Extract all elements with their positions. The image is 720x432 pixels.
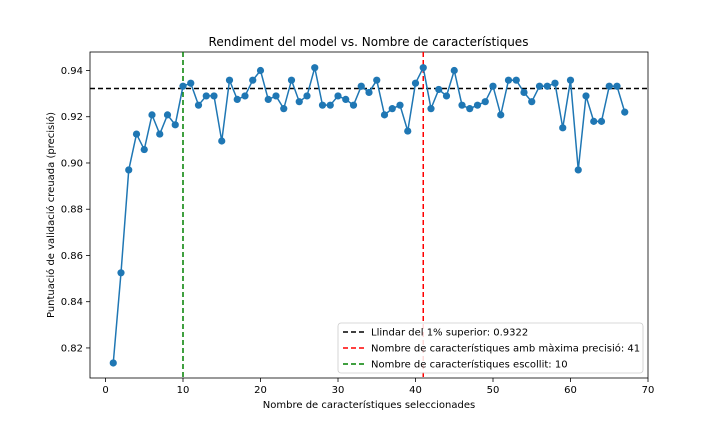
data-point	[435, 85, 443, 94]
legend-box	[337, 322, 644, 374]
legend-label: Nombre de característiques amb màxima pr…	[371, 343, 640, 355]
data-point	[109, 359, 117, 367]
data-point	[326, 101, 334, 109]
data-point	[287, 76, 296, 84]
data-point	[512, 76, 520, 84]
plot-area-frame	[89, 51, 649, 379]
series-line	[112, 65, 626, 364]
data-point	[373, 76, 381, 84]
data-point	[597, 117, 606, 125]
data-point	[303, 92, 311, 100]
data-point	[605, 82, 613, 90]
data-point	[349, 101, 358, 109]
data-point	[318, 101, 327, 109]
x-tick-label: 10	[177, 385, 190, 396]
y-tick-label: 0.86	[61, 251, 83, 262]
legend-label: Llindar del 1% superior: 0.9322	[371, 328, 528, 339]
data-point	[171, 121, 179, 129]
data-point	[225, 76, 234, 84]
data-point	[458, 101, 466, 109]
x-tick-label: 50	[487, 385, 500, 396]
data-point	[280, 105, 288, 113]
x-tick-label: 40	[409, 385, 422, 396]
data-point	[520, 88, 528, 97]
data-point	[233, 95, 241, 103]
data-point	[194, 101, 203, 109]
data-point	[179, 82, 187, 90]
data-point	[411, 79, 420, 87]
data-point	[535, 82, 544, 90]
data-point	[559, 124, 567, 132]
data-point	[427, 105, 435, 113]
data-point	[117, 269, 125, 277]
data-point	[295, 98, 303, 106]
data-point	[528, 98, 536, 106]
y-tick-label: 0.88	[61, 205, 83, 216]
x-tick-label: 20	[254, 385, 267, 396]
x-tick-label: 70	[642, 385, 655, 396]
y-tick-label: 0.90	[61, 158, 83, 169]
data-point	[380, 111, 389, 119]
y-axis-title: Puntuació de validació creuada (precisió…	[45, 112, 57, 318]
data-point	[551, 79, 559, 87]
data-point	[590, 117, 598, 125]
x-tick-label: 0	[102, 385, 108, 396]
data-point	[504, 76, 513, 84]
data-point	[419, 64, 427, 72]
data-point	[125, 166, 133, 174]
y-tick-label: 0.94	[61, 66, 83, 77]
data-point	[249, 76, 257, 84]
data-point	[156, 130, 164, 138]
data-point	[132, 130, 141, 138]
data-point	[163, 111, 172, 119]
data-point	[497, 111, 505, 119]
data-point	[566, 76, 575, 84]
y-tick-label: 0.92	[61, 112, 83, 123]
data-point	[342, 95, 350, 103]
data-point	[489, 82, 497, 90]
data-point	[187, 79, 195, 87]
data-point	[582, 92, 590, 100]
data-point	[388, 105, 396, 113]
data-point	[442, 92, 451, 100]
data-point	[466, 105, 474, 113]
data-point	[264, 95, 272, 103]
data-point	[404, 127, 412, 135]
data-point	[621, 108, 629, 116]
data-point	[218, 137, 226, 145]
chart-title: Rendiment del model vs. Nombre de caract…	[209, 35, 529, 49]
data-point	[334, 92, 342, 100]
data-point	[450, 66, 458, 75]
data-point	[473, 101, 482, 109]
x-tick-label: 30	[332, 385, 345, 396]
data-point	[210, 92, 218, 100]
data-point	[357, 82, 365, 90]
y-tick-label: 0.84	[61, 297, 83, 308]
data-point	[148, 111, 156, 119]
data-point	[481, 98, 489, 106]
data-point	[272, 92, 280, 100]
x-tick-label: 60	[564, 385, 577, 396]
data-point	[311, 64, 319, 72]
data-series	[109, 64, 629, 367]
data-point	[140, 145, 148, 154]
data-point	[202, 92, 210, 100]
legend-label: Nombre de característiques escollit: 10	[371, 359, 568, 371]
data-point	[574, 166, 582, 174]
legend: Llindar del 1% superior: 0.9322 Nombre de…	[337, 322, 644, 374]
y-tick-label: 0.82	[61, 343, 83, 354]
x-axis: 0 10 20 30 40 50 60 70	[102, 378, 654, 396]
data-point	[396, 101, 404, 109]
y-axis: 0.82 0.84 0.86 0.88 0.90 0.92 0.94	[61, 66, 90, 354]
data-point	[241, 92, 249, 100]
data-point	[256, 66, 265, 75]
x-axis-title: Nombre de característiques seleccionades	[263, 399, 475, 411]
data-point	[365, 88, 373, 97]
data-point	[613, 82, 621, 90]
data-point	[543, 82, 551, 90]
